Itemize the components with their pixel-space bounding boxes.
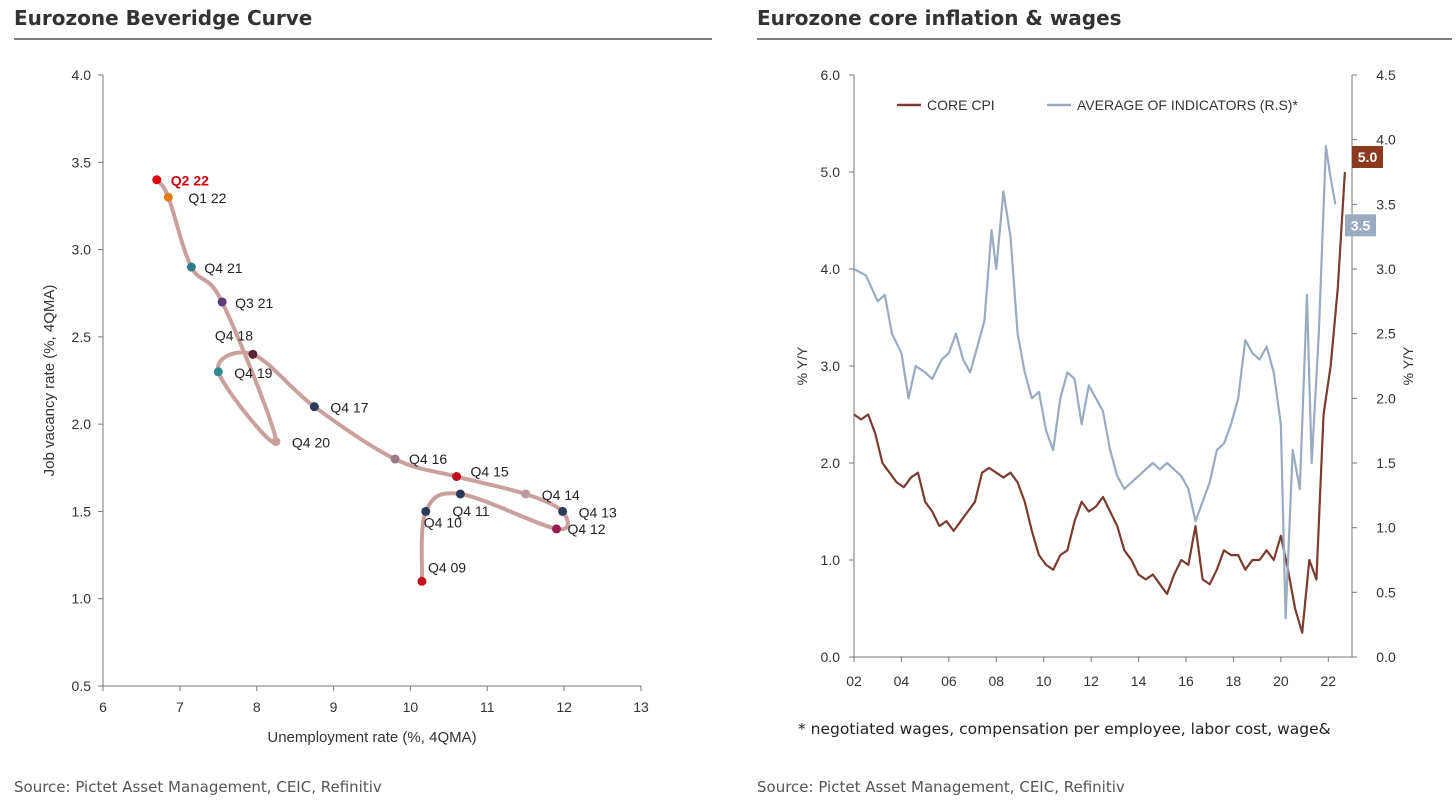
x-tick-label: 12	[556, 699, 572, 715]
data-point-q4-21	[186, 262, 196, 272]
left-source-note: Source: Pictet Asset Management, CEIC, R…	[14, 778, 382, 796]
x-tick-label: 11	[480, 699, 495, 715]
x-tick-label: 14	[1131, 673, 1147, 689]
x-tick-label: 18	[1226, 673, 1242, 689]
data-point-q4-13	[558, 506, 568, 516]
left-tick-label: 2.0	[821, 455, 841, 471]
data-point-q4-20	[271, 437, 281, 447]
x-tick-label: 7	[176, 699, 184, 715]
data-label-q4-13: Q4 13	[579, 504, 617, 520]
data-label-q4-14: Q4 14	[542, 487, 580, 503]
x-tick-label: 6	[99, 699, 107, 715]
left-tick-label: 5.0	[821, 164, 841, 180]
data-label-q3-21: Q3 21	[235, 295, 273, 311]
data-label-q4-11: Q4 11	[452, 503, 489, 519]
y-tick-label: 2.0	[72, 416, 92, 432]
left-tick-label: 3.0	[821, 358, 841, 374]
legend-label-core-cpi: CORE CPI	[927, 97, 995, 113]
x-tick-label: 04	[894, 673, 910, 689]
data-label-q4-15: Q4 15	[471, 464, 509, 480]
right-tick-label: 1.5	[1376, 455, 1396, 471]
data-point-q2-22	[152, 175, 162, 185]
data-label-q4-21: Q4 21	[204, 260, 242, 276]
data-point-q4-19	[213, 367, 223, 377]
right-tick-label: 2.5	[1376, 326, 1396, 342]
data-label-q4-19: Q4 19	[234, 365, 272, 381]
right-axis-title: % Y/Y	[1400, 346, 1416, 385]
data-point-q4-09	[417, 576, 427, 586]
x-tick-label: 20	[1273, 673, 1289, 689]
data-point-q4-14	[521, 489, 531, 499]
data-label-q4-16: Q4 16	[409, 451, 447, 467]
core-inflation-wages-chart: 0.01.02.03.04.05.06.00.00.51.01.52.02.53…	[794, 67, 1416, 689]
y-tick-label: 3.5	[72, 154, 92, 170]
left-tick-label: 1.0	[821, 552, 841, 568]
data-label-q4-18: Q4 18	[215, 327, 253, 343]
x-tick-label: 08	[988, 673, 1004, 689]
wages-end-label: 3.5	[1351, 217, 1371, 233]
beveridge-curve-chart: 0.5 1.0 1.5 2.0 2.5 3.0 3.5 4.0 6 7 8 9 10 11 12 13 Unem…	[41, 67, 649, 746]
x-tick-label: 10	[403, 699, 419, 715]
core-cpi-end-label: 5.0	[1358, 149, 1378, 165]
x-tick-label: 9	[330, 699, 338, 715]
data-label-q4-10: Q4 10	[424, 514, 462, 530]
right-footnote: * negotiated wages, compensation per emp…	[798, 720, 1331, 738]
left-axis-title: % Y/Y	[794, 346, 810, 385]
y-axis-title: Job vacancy rate (%, 4QMA)	[41, 285, 58, 477]
y-tick-label: 1.0	[72, 591, 92, 607]
legend-label-average-of-indicators: AVERAGE OF INDICATORS (R.S)*	[1077, 97, 1298, 113]
wages-end-badge	[1345, 214, 1376, 237]
y-tick-label: 1.5	[72, 503, 92, 519]
left-chart-title: Eurozone Beveridge Curve	[14, 6, 313, 30]
right-tick-label: 1.0	[1376, 520, 1396, 536]
data-label-q4-20: Q4 20	[292, 435, 330, 451]
x-tick-label: 13	[633, 699, 649, 715]
data-point-q4-18	[248, 349, 258, 359]
data-label-q1-22: Q1 22	[188, 190, 226, 206]
x-tick-label: 22	[1320, 673, 1336, 689]
data-point-q3-21	[217, 297, 227, 307]
left-tick-label: 4.0	[821, 261, 841, 277]
x-tick-label: 10	[1036, 673, 1052, 689]
right-tick-label: 0.0	[1376, 649, 1396, 665]
left-title-rule	[14, 38, 712, 40]
x-tick-label: 12	[1083, 673, 1099, 689]
series-line-average-of-indicators	[853, 145, 1337, 620]
data-label-q4-17: Q4 17	[330, 400, 368, 416]
right-tick-label: 4.5	[1376, 67, 1396, 83]
y-tick-label: 0.5	[72, 678, 92, 694]
core-cpi-end-badge	[1352, 146, 1383, 168]
series-line-core-cpi	[853, 171, 1346, 634]
data-point-q4-15	[452, 472, 462, 482]
data-point-q1-22	[163, 192, 173, 202]
x-tick-label: 16	[1178, 673, 1194, 689]
x-tick-label: 06	[941, 673, 957, 689]
left-tick-label: 6.0	[821, 67, 841, 83]
x-axis-title: Unemployment rate (%, 4QMA)	[267, 729, 476, 746]
right-tick-label: 4.0	[1376, 132, 1396, 148]
data-point-q4-16	[390, 454, 400, 464]
right-chart-title: Eurozone core inflation & wages	[757, 6, 1122, 30]
y-tick-label: 3.0	[72, 242, 92, 258]
right-tick-label: 3.5	[1376, 196, 1396, 212]
data-point-q4-10	[421, 506, 431, 516]
data-point-q4-12	[551, 524, 561, 534]
y-tick-label: 2.5	[72, 329, 92, 345]
right-title-rule	[757, 38, 1452, 40]
right-tick-label: 3.0	[1376, 261, 1396, 277]
left-tick-label: 0.0	[821, 649, 841, 665]
x-tick-label: 8	[253, 699, 261, 715]
right-tick-label: 0.5	[1376, 584, 1396, 600]
right-tick-label: 2.0	[1376, 390, 1396, 406]
beveridge-curve-line	[154, 177, 570, 584]
x-tick-label: 02	[846, 673, 862, 689]
data-label-q2-22: Q2 22	[171, 173, 209, 189]
data-point-q4-17	[309, 402, 319, 412]
y-tick-label: 4.0	[72, 67, 92, 83]
data-label-q4-12: Q4 12	[567, 521, 605, 537]
data-point-q4-11	[455, 489, 465, 499]
right-source-note: Source: Pictet Asset Management, CEIC, R…	[757, 778, 1125, 796]
data-label-q4-09: Q4 09	[428, 559, 466, 575]
